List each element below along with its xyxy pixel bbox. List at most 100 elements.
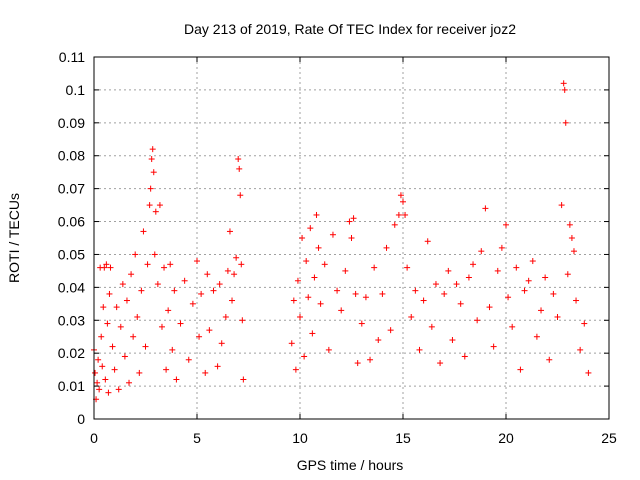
data-point bbox=[92, 369, 99, 376]
data-point bbox=[309, 330, 316, 337]
data-point bbox=[513, 264, 520, 271]
y-tick-label: 0.01 bbox=[58, 378, 85, 394]
data-point bbox=[397, 192, 404, 199]
data-point bbox=[140, 228, 147, 235]
data-point bbox=[561, 86, 568, 93]
data-point bbox=[130, 333, 137, 340]
data-point bbox=[117, 323, 124, 330]
data-point bbox=[546, 356, 553, 363]
data-point bbox=[113, 304, 120, 311]
data-point bbox=[290, 297, 297, 304]
y-tick-label: 0.1 bbox=[66, 82, 86, 98]
data-point bbox=[550, 290, 557, 297]
data-point bbox=[348, 235, 355, 241]
data-point bbox=[317, 300, 324, 307]
data-point bbox=[482, 205, 489, 212]
data-point bbox=[533, 333, 540, 340]
data-point bbox=[457, 300, 464, 307]
data-point bbox=[96, 386, 103, 393]
data-point bbox=[449, 337, 456, 344]
data-point bbox=[238, 261, 245, 268]
data-point bbox=[229, 297, 236, 304]
data-point bbox=[461, 353, 468, 360]
data-point bbox=[107, 264, 114, 271]
data-point bbox=[334, 287, 341, 294]
data-point bbox=[196, 333, 203, 340]
data-point bbox=[101, 264, 108, 271]
data-point bbox=[577, 346, 584, 353]
data-point bbox=[329, 231, 336, 238]
data-point bbox=[169, 346, 176, 353]
data-point bbox=[311, 274, 318, 281]
data-point bbox=[233, 254, 240, 261]
data-point bbox=[194, 258, 200, 265]
data-point bbox=[100, 304, 107, 311]
data-point bbox=[151, 251, 158, 258]
y-tick-label: 0.07 bbox=[58, 181, 85, 197]
data-point bbox=[95, 356, 102, 363]
data-points bbox=[91, 80, 592, 403]
data-point bbox=[149, 146, 156, 153]
plot-frame bbox=[93, 56, 610, 420]
data-point bbox=[408, 313, 415, 320]
axis-ticks: 0 0.01 0.02 0.03 0.04 0.05 0.06 0.07 0.08 0.09 0.1… bbox=[58, 49, 617, 446]
data-point bbox=[147, 185, 154, 192]
data-point bbox=[202, 369, 209, 376]
data-point bbox=[224, 267, 231, 274]
data-point bbox=[404, 264, 411, 271]
data-point bbox=[498, 244, 505, 251]
grid-lines bbox=[94, 57, 609, 419]
data-point bbox=[148, 156, 155, 163]
data-point bbox=[402, 211, 409, 218]
x-tick-label: 10 bbox=[292, 430, 308, 446]
data-point bbox=[441, 290, 448, 297]
data-point bbox=[98, 333, 105, 340]
data-point bbox=[292, 366, 299, 373]
data-point bbox=[235, 156, 242, 163]
data-point bbox=[566, 221, 573, 228]
data-point bbox=[119, 281, 126, 288]
y-tick-label: 0.08 bbox=[58, 148, 85, 164]
data-point bbox=[301, 353, 308, 360]
data-point bbox=[123, 297, 130, 304]
data-point bbox=[395, 211, 402, 218]
data-point bbox=[573, 297, 580, 304]
data-point bbox=[216, 281, 223, 288]
data-point bbox=[165, 307, 172, 314]
data-point bbox=[313, 211, 320, 218]
data-point bbox=[173, 376, 180, 383]
data-point bbox=[218, 340, 225, 347]
data-point bbox=[156, 202, 163, 209]
y-tick-label: 0.03 bbox=[58, 312, 85, 328]
data-point bbox=[158, 323, 165, 330]
x-tick-label: 15 bbox=[395, 430, 411, 446]
data-point bbox=[144, 261, 151, 268]
data-point bbox=[206, 327, 213, 334]
data-point bbox=[303, 258, 310, 265]
data-point bbox=[146, 202, 153, 209]
data-point bbox=[109, 343, 116, 350]
data-point bbox=[111, 366, 118, 373]
data-point bbox=[106, 290, 113, 297]
data-point bbox=[568, 235, 575, 241]
data-point bbox=[126, 379, 133, 386]
data-point bbox=[104, 320, 111, 327]
data-point bbox=[297, 313, 303, 320]
data-point bbox=[338, 307, 345, 314]
data-point bbox=[94, 379, 101, 386]
data-point bbox=[226, 228, 233, 235]
data-point bbox=[503, 221, 509, 228]
data-point bbox=[437, 360, 444, 367]
data-point bbox=[505, 294, 512, 301]
data-point bbox=[529, 258, 536, 265]
data-point bbox=[102, 376, 109, 383]
data-point bbox=[517, 366, 524, 373]
y-tick-label: 0.09 bbox=[58, 115, 85, 131]
data-point bbox=[210, 287, 217, 294]
data-point bbox=[416, 346, 423, 353]
data-point bbox=[538, 307, 545, 314]
data-point bbox=[521, 287, 528, 294]
data-point bbox=[154, 281, 161, 288]
data-point bbox=[315, 244, 322, 251]
data-point bbox=[375, 337, 382, 344]
